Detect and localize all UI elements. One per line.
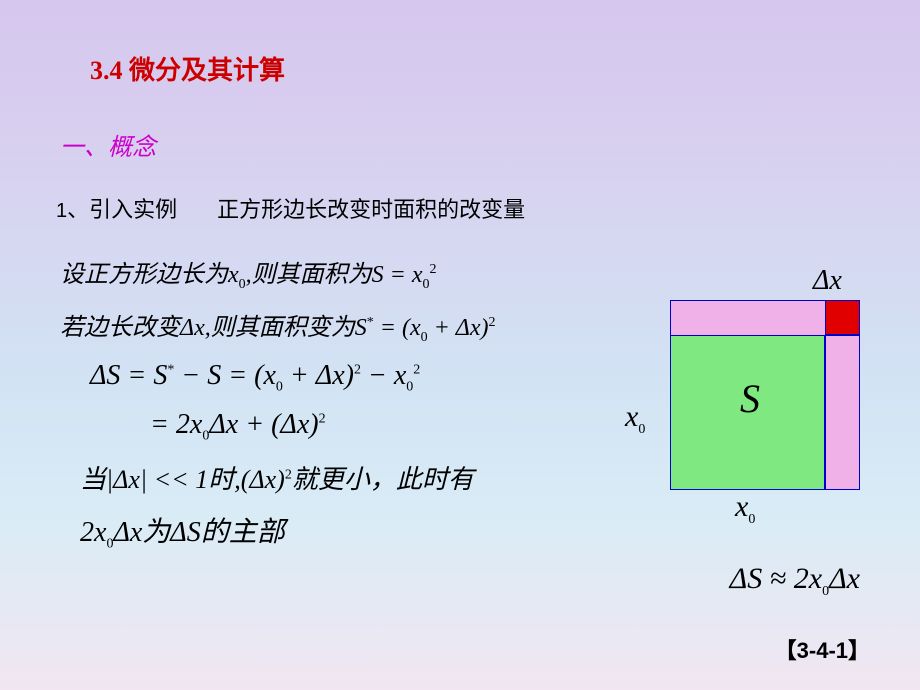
corner-square [825,300,860,335]
text: 设正方形边长为 [60,262,228,288]
sub-0: 0 [421,330,428,345]
text: 当 [80,465,106,494]
eq: + Δx) [283,360,354,391]
text: ,则其面积变为 [205,315,355,341]
var-x: x [735,490,748,523]
example-heading: 1、引入实例 正方形边长改变时面积的改变量 [56,192,870,224]
intro-label: 、引入实例 [67,197,177,222]
sup-2: 2 [354,362,361,377]
eq: Δx + (Δx) [209,409,318,440]
section-title: 3.4 微分及其计算 [90,50,870,87]
eq: + Δx) [428,315,489,341]
label-x0-bottom: x0 [735,490,755,528]
label-x0-left: x0 [625,400,645,438]
sub-0: 0 [423,277,430,292]
eq: S [355,315,367,341]
right-strip [825,335,860,490]
text: 就更小，此时有 [292,465,474,494]
sup-2: 2 [489,315,496,330]
label-dx: Δx [813,265,842,297]
eq: 2x [80,517,106,548]
sub-0: 0 [822,584,829,599]
sub-0: 0 [638,422,645,437]
sup-2: 2 [413,362,420,377]
sup-star: * [367,315,374,330]
abs-dx: |Δx| [106,465,147,494]
eq: ΔS ≈ 2x [730,562,822,595]
eq: << 1时,(Δx) [147,465,285,494]
var-x: x [228,262,239,288]
text: 若边长改变 [60,315,180,341]
sub-0: 0 [406,379,413,394]
sub-0: 0 [239,277,246,292]
subsection-concept: 一、概念 [60,127,870,162]
example-number: 1 [56,200,67,222]
eq: − x [361,360,406,391]
eq: − S = (x [174,360,276,391]
sup-2: 2 [285,467,292,482]
approx-equation: ΔS ≈ 2x0Δx [730,562,860,600]
var-dx: Δx [180,315,205,341]
text: ,则其面积为 [246,262,372,288]
label-S: S [740,375,760,422]
eq: Δx [829,562,860,595]
sup-2: 2 [430,262,437,277]
square-diagram: Δx S x0 x0 [645,280,870,510]
intro-desc: 正方形边长改变时面积的改变量 [217,197,525,222]
eq: Δx为ΔS的主部 [113,517,284,548]
eq: S = x [372,262,423,288]
eq: = (x [374,315,421,341]
sub-0: 0 [276,379,283,394]
sup-2: 2 [319,412,326,427]
eq: ΔS = S [90,360,167,391]
eq: = 2x [150,409,202,440]
sub-0: 0 [748,512,755,527]
var-x: x [625,400,638,433]
page-number: 【3-4-1】 [775,633,870,665]
